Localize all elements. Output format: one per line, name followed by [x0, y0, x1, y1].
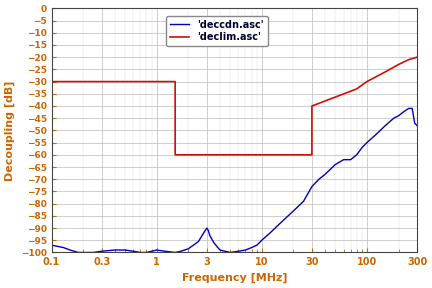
Legend: 'deccdn.asc', 'declim.asc': 'deccdn.asc', 'declim.asc'	[166, 16, 268, 46]
'deccdn.asc'	[278, 221, 283, 225]
'deccdn.asc'	[49, 243, 54, 247]
'deccdn.asc'	[414, 124, 419, 127]
'declim.asc'	[172, 153, 178, 157]
'declim.asc'	[354, 87, 359, 91]
'declim.asc'	[309, 104, 314, 108]
'deccdn.asc'	[309, 185, 314, 188]
Line: 'declim.asc': 'declim.asc'	[51, 57, 417, 155]
'declim.asc'	[172, 80, 178, 83]
'declim.asc'	[186, 153, 191, 157]
'deccdn.asc'	[301, 200, 306, 203]
'deccdn.asc'	[406, 107, 411, 110]
'declim.asc'	[396, 63, 401, 66]
'deccdn.asc'	[76, 251, 81, 254]
'deccdn.asc'	[267, 231, 273, 235]
X-axis label: Frequency [MHz]: Frequency [MHz]	[181, 273, 287, 283]
'declim.asc'	[383, 70, 388, 73]
'declim.asc'	[49, 80, 54, 83]
Line: 'deccdn.asc': 'deccdn.asc'	[51, 109, 417, 253]
'declim.asc'	[309, 153, 314, 157]
'declim.asc'	[414, 56, 419, 59]
'declim.asc'	[406, 58, 411, 61]
'declim.asc'	[364, 80, 369, 83]
'declim.asc'	[186, 153, 191, 157]
'deccdn.asc'	[354, 153, 359, 157]
'deccdn.asc'	[172, 251, 178, 254]
Y-axis label: Decoupling [dB]: Decoupling [dB]	[5, 80, 15, 181]
